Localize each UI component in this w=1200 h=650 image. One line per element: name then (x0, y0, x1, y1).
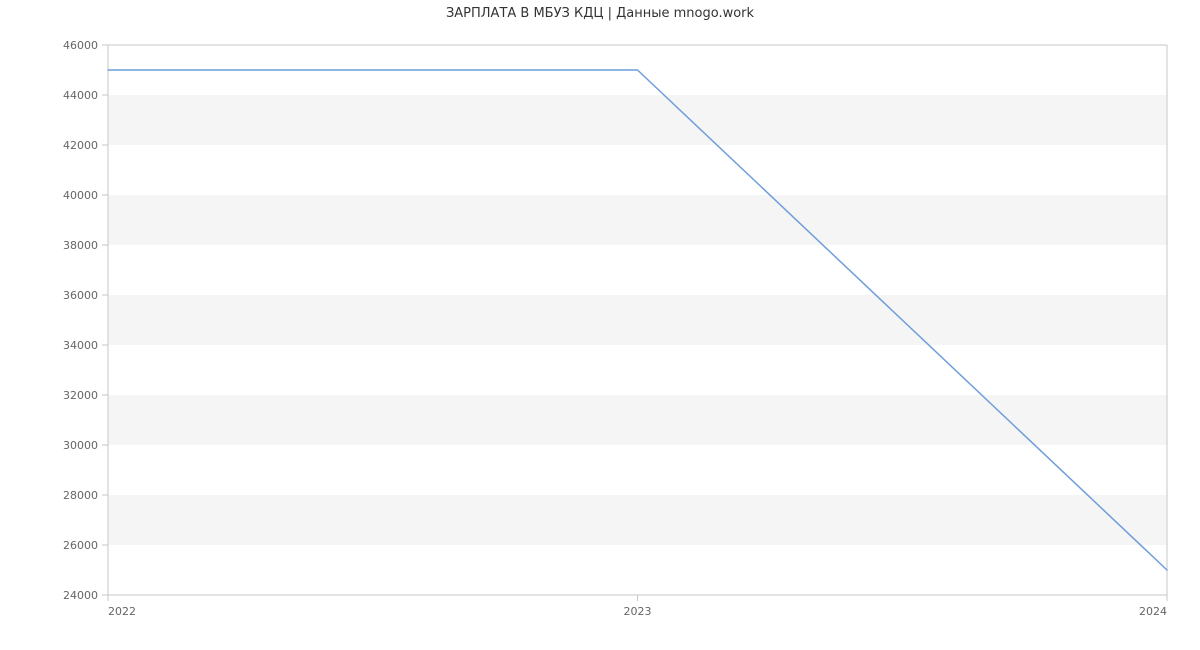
plot-band (108, 495, 1167, 545)
y-tick-label: 46000 (63, 39, 98, 52)
plot-band (108, 95, 1167, 145)
chart-title: ЗАРПЛАТА В МБУЗ КДЦ | Данные mnogo.work (0, 6, 1200, 21)
y-tick-label: 40000 (63, 189, 98, 202)
y-tick-label: 44000 (63, 89, 98, 102)
y-tick-label: 28000 (63, 489, 98, 502)
y-tick-label: 24000 (63, 589, 98, 602)
y-tick-label: 36000 (63, 289, 98, 302)
plot-band (108, 295, 1167, 345)
x-tick-label: 2022 (108, 605, 136, 618)
x-tick-label: 2024 (1139, 605, 1167, 618)
x-tick-label: 2023 (624, 605, 652, 618)
plot-band (108, 195, 1167, 245)
salary-line-chart: 24000 26000 28000 30000 32000 34000 36000 38000… (0, 0, 1200, 650)
y-tick-label: 38000 (63, 239, 98, 252)
y-tick-label: 30000 (63, 439, 98, 452)
y-tick-label: 32000 (63, 389, 98, 402)
y-tick-label: 26000 (63, 539, 98, 552)
y-tick-label: 34000 (63, 339, 98, 352)
y-tick-label: 42000 (63, 139, 98, 152)
